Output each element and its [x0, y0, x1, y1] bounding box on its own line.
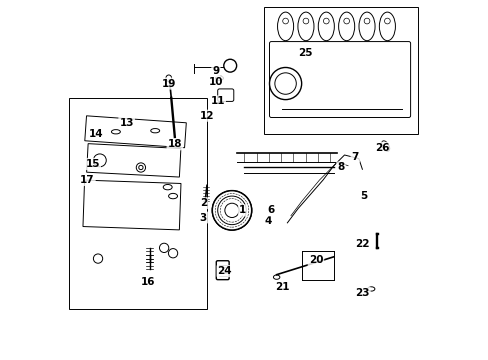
Text: 8: 8 — [337, 162, 344, 172]
Text: 15: 15 — [85, 159, 100, 169]
Text: 6: 6 — [267, 205, 274, 215]
Text: 25: 25 — [297, 48, 312, 58]
Text: 7: 7 — [351, 152, 358, 162]
Bar — [84, 116, 186, 148]
Text: 3: 3 — [200, 212, 206, 222]
Text: 21: 21 — [274, 282, 289, 292]
Ellipse shape — [318, 12, 334, 41]
Text: 12: 12 — [199, 111, 214, 121]
Text: 26: 26 — [374, 143, 388, 153]
Text: 14: 14 — [89, 129, 103, 139]
Text: 20: 20 — [308, 255, 323, 265]
Text: 22: 22 — [354, 239, 369, 249]
Text: 13: 13 — [119, 118, 134, 128]
Text: 5: 5 — [360, 191, 367, 201]
Text: 4: 4 — [264, 216, 271, 226]
Bar — [83, 180, 181, 230]
Text: 9: 9 — [212, 66, 219, 76]
Text: 24: 24 — [217, 266, 232, 276]
Bar — [69, 98, 206, 309]
Text: 1: 1 — [239, 205, 246, 215]
Text: 19: 19 — [162, 78, 176, 89]
Text: 11: 11 — [210, 96, 224, 107]
Ellipse shape — [277, 12, 293, 41]
Bar — [264, 7, 417, 134]
Ellipse shape — [338, 12, 354, 41]
Text: 2: 2 — [200, 198, 206, 208]
Text: 17: 17 — [80, 175, 95, 185]
Text: 10: 10 — [208, 77, 223, 87]
Ellipse shape — [297, 12, 313, 41]
Text: 18: 18 — [167, 139, 182, 149]
Text: 16: 16 — [141, 277, 155, 287]
Ellipse shape — [379, 12, 395, 41]
Text: 23: 23 — [354, 288, 369, 297]
Bar — [86, 144, 181, 177]
Ellipse shape — [358, 12, 374, 41]
